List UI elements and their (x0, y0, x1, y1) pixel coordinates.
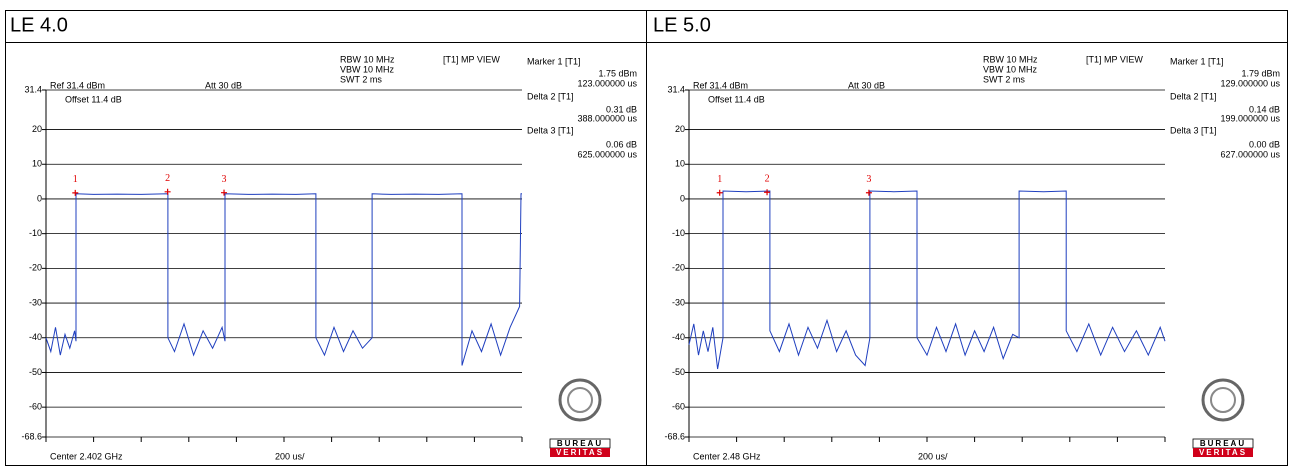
marker-readout: 199.000000 us (1220, 113, 1280, 123)
marker (716, 189, 723, 196)
y-tick-label: -68.6 (21, 431, 42, 441)
setting-label: VBW 10 MHz (983, 64, 1038, 74)
marker-readout: 123.000000 us (577, 78, 637, 88)
marker-readout: 625.000000 us (577, 149, 637, 159)
marker-label: 2 (165, 173, 170, 184)
logo-box (1193, 448, 1253, 457)
axis-footer: 200 us/ (918, 451, 948, 461)
setting-label: [T1] MP VIEW (1086, 54, 1143, 64)
y-tick-label: -30 (29, 297, 42, 307)
setting-label: Ref 31.4 dBm (693, 80, 748, 90)
marker-label: 3 (222, 174, 227, 185)
trace (45, 193, 522, 366)
setting-label: SWT 2 ms (340, 74, 382, 84)
y-tick-label: -60 (29, 402, 42, 412)
y-tick-label: 31.4 (24, 84, 42, 94)
axis-footer: Center 2.402 GHz (50, 451, 123, 461)
marker-readout: Delta 2 [T1] (1170, 91, 1217, 101)
logo-text: VERITAS (556, 448, 604, 457)
y-tick-label: 10 (675, 159, 685, 169)
marker-readout: 129.000000 us (1220, 78, 1280, 88)
logo-emblem-inner (1210, 387, 1236, 413)
marker-readout: 0.06 dB (606, 139, 637, 149)
marker-readout: Marker 1 [T1] (527, 56, 581, 66)
marker-readout: 1.75 dBm (598, 68, 637, 78)
marker (865, 189, 872, 196)
setting-label: Att 30 dB (205, 80, 242, 90)
setting-label: RBW 10 MHz (340, 54, 395, 64)
y-tick-label: -20 (672, 263, 685, 273)
marker-label: 1 (73, 174, 78, 185)
y-tick-label: -10 (672, 228, 685, 238)
panel-title: LE 5.0 (653, 14, 711, 36)
setting-label: Att 30 dB (848, 80, 885, 90)
logo-text: VERITAS (1199, 448, 1247, 457)
logo-emblem (558, 378, 602, 422)
marker-readout: 0.31 dB (606, 104, 637, 114)
y-tick-label: -50 (29, 367, 42, 377)
y-tick-label: -40 (672, 332, 685, 342)
axis-footer: Center 2.48 GHz (693, 451, 761, 461)
marker-label: 3 (866, 174, 871, 185)
marker-readout: Delta 2 [T1] (527, 91, 574, 101)
marker-label: 1 (717, 174, 722, 185)
marker-readout: 0.14 dB (1249, 104, 1280, 114)
marker-readout: Delta 3 [T1] (527, 125, 574, 135)
logo-emblem (1201, 378, 1245, 422)
y-tick-label: -30 (672, 297, 685, 307)
setting-label: Offset 11.4 dB (708, 94, 765, 104)
y-tick-label: -50 (672, 367, 685, 377)
y-tick-label: 0 (680, 193, 685, 203)
marker-readout: 1.79 dBm (1241, 68, 1280, 78)
logo-box (550, 448, 610, 457)
y-tick-label: -68.6 (664, 431, 685, 441)
y-tick-label: 0 (37, 193, 42, 203)
marker-readout: 388.000000 us (577, 113, 637, 123)
y-tick-label: -10 (29, 228, 42, 238)
setting-label: VBW 10 MHz (340, 64, 395, 74)
y-tick-label: -60 (672, 402, 685, 412)
marker (221, 189, 228, 196)
y-tick-label: -20 (29, 263, 42, 273)
y-tick-label: 10 (32, 159, 42, 169)
setting-label: [T1] MP VIEW (443, 54, 500, 64)
marker (72, 189, 79, 196)
marker-readout: 0.00 dB (1249, 139, 1280, 149)
logo-emblem-inner (567, 387, 593, 413)
logo-text: BUREAU (1200, 439, 1246, 448)
marker-readout: Marker 1 [T1] (1170, 56, 1224, 66)
setting-label: RBW 10 MHz (983, 54, 1038, 64)
marker (764, 189, 771, 196)
y-tick-label: 20 (32, 124, 42, 134)
marker-readout: Delta 3 [T1] (1170, 125, 1217, 135)
marker-label: 2 (765, 174, 770, 185)
axis-footer: 200 us/ (275, 451, 305, 461)
y-tick-label: 31.4 (667, 84, 685, 94)
setting-label: SWT 2 ms (983, 74, 1025, 84)
marker-readout: 627.000000 us (1220, 149, 1280, 159)
setting-label: Ref 31.4 dBm (50, 80, 105, 90)
panel-title: LE 4.0 (10, 14, 68, 36)
logo-text: BUREAU (557, 439, 603, 448)
y-tick-label: 20 (675, 124, 685, 134)
marker (164, 188, 171, 195)
setting-label: Offset 11.4 dB (65, 94, 122, 104)
y-tick-label: -40 (29, 332, 42, 342)
trace (688, 190, 1166, 370)
